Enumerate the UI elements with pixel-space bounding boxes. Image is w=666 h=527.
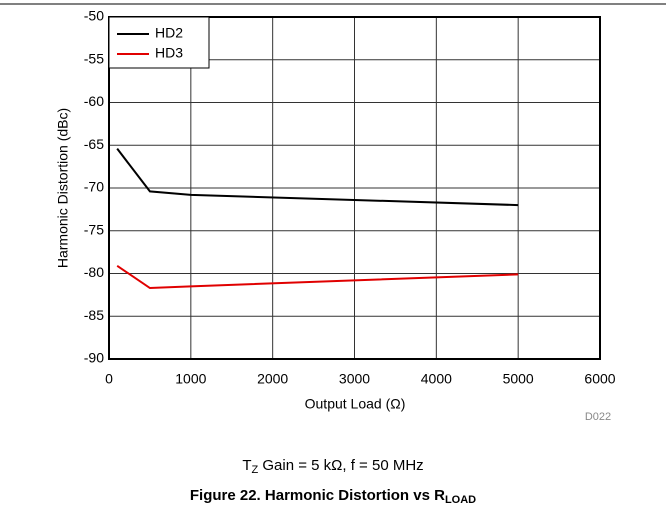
x-tick-label: 3000 [339,371,370,387]
y-tick-label: -70 [84,179,104,195]
x-axis-label: Output Load (Ω) [305,396,406,412]
data-line [116,264,519,290]
note-part: T [242,457,251,474]
x-tick-label: 1000 [175,371,206,387]
x-tick-label: 4000 [421,371,452,387]
plot-frame [108,16,601,360]
legend-label: HD3 [155,45,183,61]
data-line [116,148,519,207]
x-tick-label: 6000 [584,371,615,387]
y-tick-label: -80 [84,264,104,280]
figure-code: D022 [585,411,611,423]
y-tick-label: -65 [84,136,104,152]
legend-box [108,16,210,69]
y-tick-label: -75 [84,221,104,237]
y-tick-label: -85 [84,307,104,323]
y-tick-label: -60 [84,93,104,109]
legend-label: HD2 [155,25,183,41]
title-subscript: LOAD [445,494,476,506]
figure-title: Figure 22. Harmonic Distortion vs RLOAD [190,487,476,506]
condition-note: TZ Gain = 5 kΩ, f = 50 MHz [242,457,423,476]
y-tick-label: -90 [84,350,104,366]
note-part: Gain = 5 kΩ, f = 50 MHz [258,457,423,474]
y-tick-label: -55 [84,50,104,66]
title-part: Figure 22. Harmonic Distortion vs R [190,487,445,504]
y-tick-label: -50 [84,8,104,24]
note-subscript: Z [251,464,258,476]
x-tick-label: 2000 [257,371,288,387]
y-axis-label: Harmonic Distortion (dBc) [55,108,71,268]
x-tick-label: 0 [105,371,113,387]
x-tick-label: 5000 [503,371,534,387]
